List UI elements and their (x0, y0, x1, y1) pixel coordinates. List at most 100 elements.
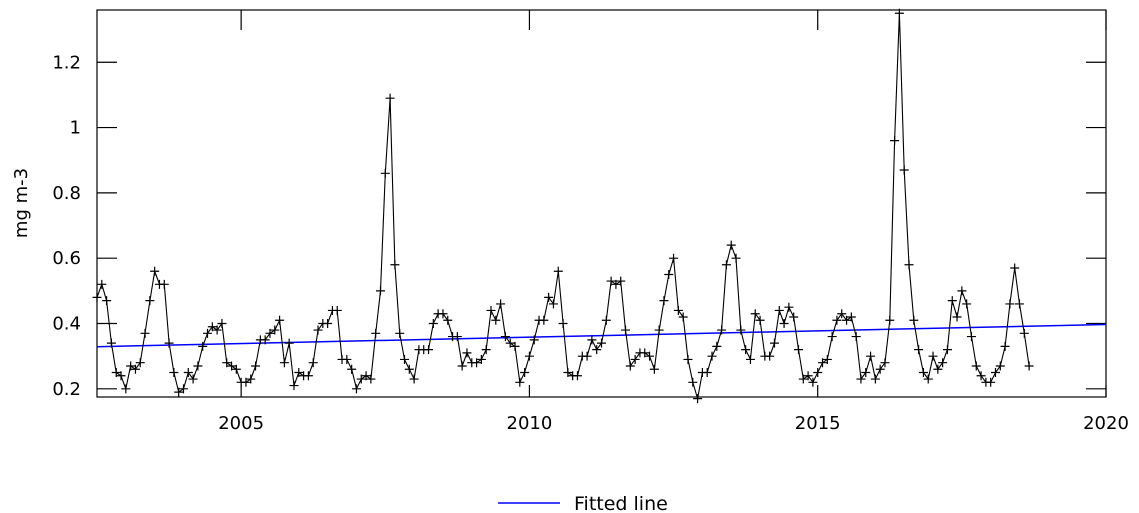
data-point (126, 361, 136, 371)
data-point (784, 302, 794, 312)
data-point (1000, 341, 1010, 351)
data-point (452, 332, 462, 342)
data-point (342, 354, 352, 364)
data-point (510, 341, 520, 351)
data-point (813, 368, 823, 378)
data-point (976, 371, 986, 381)
data-point (462, 348, 472, 358)
data-point (515, 377, 525, 387)
data-point (736, 325, 746, 335)
data-point (880, 358, 890, 368)
data-point (303, 371, 313, 381)
data-point (616, 276, 626, 286)
data-point (558, 319, 568, 329)
data-point (529, 335, 539, 345)
data-point (563, 368, 573, 378)
data-point (323, 319, 333, 329)
data-point (818, 358, 828, 368)
y-tick-label: 0.2 (52, 379, 81, 400)
data-point (380, 168, 390, 178)
data-point (1010, 263, 1020, 273)
data-point (822, 354, 832, 364)
data-point (673, 305, 683, 315)
data-point (1015, 299, 1025, 309)
data-point (553, 266, 563, 276)
data-point (827, 332, 837, 342)
data-point (188, 374, 198, 384)
data-point (284, 338, 294, 348)
data-point (688, 377, 698, 387)
data-point (279, 358, 289, 368)
data-point (669, 253, 679, 263)
data-point (942, 345, 952, 355)
data-point (625, 361, 635, 371)
y-tick-label: 1.2 (52, 52, 81, 73)
data-point (486, 305, 496, 315)
data-point (803, 371, 813, 381)
x-tick-label: 2020 (1083, 413, 1129, 434)
data-point (524, 351, 534, 361)
data-point (592, 345, 602, 355)
data-point (227, 361, 237, 371)
data-point (611, 279, 621, 289)
legend-label-fitted-line: Fitted line (574, 493, 668, 513)
data-point (481, 345, 491, 355)
data-point (572, 371, 582, 381)
data-point (241, 377, 251, 387)
data-point (875, 364, 885, 374)
data-point (361, 371, 371, 381)
data-point (630, 354, 640, 364)
data-point (947, 296, 957, 306)
data-point (174, 387, 184, 397)
data-point (332, 305, 342, 315)
data-point (861, 368, 871, 378)
data-point (659, 296, 669, 306)
data-point (371, 328, 381, 338)
data-point (721, 260, 731, 270)
data-point (798, 374, 808, 384)
data-point (428, 319, 438, 329)
data-point (645, 351, 655, 361)
data-point (424, 345, 434, 355)
data-point (169, 368, 179, 378)
data-point (712, 341, 722, 351)
data-point (159, 279, 169, 289)
data-point (741, 345, 751, 355)
data-point (755, 315, 765, 325)
data-point (962, 299, 972, 309)
data-point (395, 328, 405, 338)
data-point (544, 292, 554, 302)
data-point (1019, 328, 1029, 338)
data-point (957, 286, 967, 296)
x-tick-label: 2015 (795, 413, 841, 434)
data-point (270, 325, 280, 335)
data-point (990, 368, 1000, 378)
x-tick-labels: 2005 2010 2015 2020 (218, 413, 1129, 434)
data-point (789, 312, 799, 322)
data-point (390, 260, 400, 270)
data-point (121, 384, 131, 394)
data-point (866, 351, 876, 361)
data-point (649, 364, 659, 374)
data-point (548, 299, 558, 309)
data-point (97, 279, 107, 289)
data-point (198, 341, 208, 351)
data-point (496, 299, 506, 309)
observed-series (92, 8, 1034, 404)
data-point (193, 361, 203, 371)
data-point (222, 358, 232, 368)
data-point (909, 315, 919, 325)
data-point (457, 361, 467, 371)
axis-ticks (97, 10, 1107, 397)
data-point (894, 8, 904, 18)
x-tick-label: 2005 (218, 413, 264, 434)
data-point (938, 358, 948, 368)
data-point (986, 377, 996, 387)
observed-line (96, 13, 1030, 399)
data-point (443, 315, 453, 325)
data-point (928, 351, 938, 361)
data-point (217, 319, 227, 329)
data-point (683, 354, 693, 364)
data-point (289, 381, 299, 391)
data-point (404, 364, 414, 374)
